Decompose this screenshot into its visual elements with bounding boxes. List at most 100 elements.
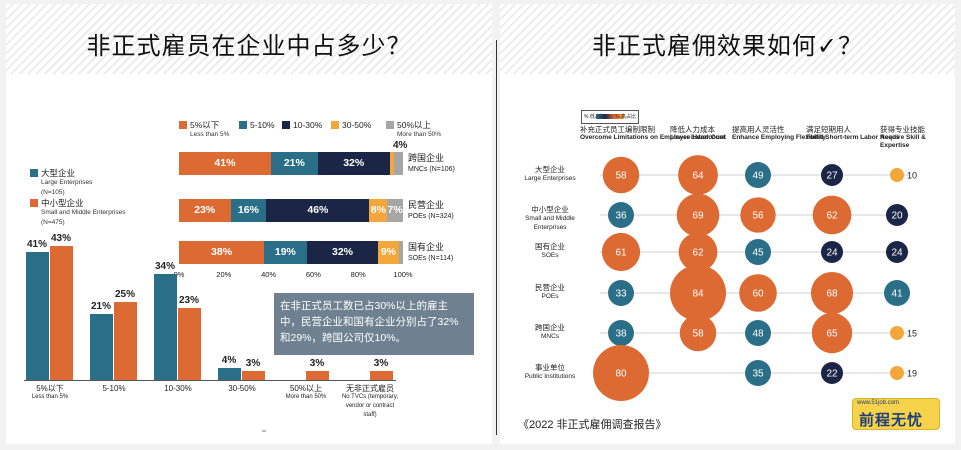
column-header: 提高用人灵活性 Enhance Employing Flexibility (732, 125, 826, 142)
row-header: 事业单位 Public Institutions (510, 363, 590, 381)
bubble (810, 271, 854, 315)
grouped-bar-category: 5-10% (84, 384, 144, 393)
row-header-en: Small and Middle Enterprises (525, 215, 575, 231)
bubble-value: 60 (752, 289, 764, 300)
panel-divider (496, 40, 497, 435)
column-header-en: Enhance Employing Flexibility (732, 134, 826, 141)
legend-sample: (N=105) (41, 189, 65, 196)
stacked-bar-segment: 9% (378, 241, 399, 264)
category-en: No TVCs (temporary, vendor or contract s… (341, 394, 399, 418)
bubble-value: 24 (826, 248, 838, 259)
bubble-value: 27 (826, 171, 838, 182)
bubble (821, 362, 843, 384)
bubble (608, 320, 634, 346)
bubble-value: 58 (692, 329, 704, 340)
bubble (678, 155, 718, 195)
stacked-bar-segment: 19% (264, 241, 307, 264)
row-header-en: MNCs (540, 333, 560, 340)
left-title: 非正式雇员在企业中占多少？ (86, 33, 412, 60)
x-tick-label: 100% (393, 270, 413, 279)
row-header-en: POEs (541, 293, 559, 300)
grouped-bar-category: 50%以上 More than 50% (276, 384, 336, 402)
bubble-value: 61 (615, 248, 627, 259)
bubble-value: 33 (615, 289, 627, 300)
grouped-bar-category: 10-30% (148, 384, 208, 393)
grouped-bar-value: 43% (50, 232, 71, 244)
bubble (890, 326, 904, 340)
bubble (679, 314, 717, 352)
legend-swatch (331, 121, 339, 129)
source-caption: 《2022 非正式雇佣调查报告》 (518, 419, 667, 431)
bubble (745, 162, 771, 188)
row-header-cn: 国有企业 (535, 242, 565, 251)
row-header-en: Large Enterprises (524, 175, 576, 182)
category-en: SOEs (N=114) (408, 255, 454, 262)
legend-item-0: 5%以下 Less than 5% (179, 120, 229, 140)
legend-swatch (30, 169, 38, 177)
stacked-bar-segment: 8% (369, 199, 388, 222)
category-cn: 无非正式雇员 (346, 384, 394, 393)
bubble-legend-low: % 低占比 (584, 114, 605, 120)
legend-sublabel: Small and Middle Enterprises (41, 209, 126, 216)
grouped-bar (50, 245, 73, 380)
bubble-value: 58 (615, 171, 627, 182)
legend-item-group-0: 大型企业 Large Enterprises (N=105) (30, 168, 92, 198)
stacked-bar-segment: 32% (317, 152, 390, 175)
bubble (601, 232, 641, 272)
row-header: 大型企业 Large Enterprises (510, 165, 590, 183)
column-header-cn: 获得专业技能 (880, 125, 925, 134)
stacked-bar-category: 跨国企业 MNCs (N=106) (408, 153, 455, 175)
category-cn: 5-10% (102, 384, 126, 393)
stacked-bar-segment: 38% (179, 241, 265, 264)
category-cn: 跨国企业 (408, 153, 445, 163)
bubble-value: 24 (891, 248, 903, 259)
bubble (676, 193, 720, 237)
bubble (812, 195, 852, 235)
category-cn: 国有企业 (408, 242, 445, 252)
category-cn: 50%以上 (289, 384, 322, 393)
row-header: 跨国企业 MNCs (510, 323, 590, 341)
bubble (821, 241, 843, 263)
bubble (593, 345, 649, 401)
title-band (6, 4, 492, 74)
stacked-bar-segment: 16% (230, 199, 267, 222)
bubble-legend-high: % 高占比 (615, 114, 636, 120)
grouped-bar (306, 370, 329, 380)
bubble (678, 232, 718, 272)
column-header: 满足短期用人 Fulfill Short-term Labor Needs (806, 125, 900, 142)
stacked-bar-segment: 23% (179, 199, 231, 222)
grouped-bar-value: 3% (245, 357, 261, 369)
legend-sublabel: Large Enterprises (41, 179, 93, 186)
legend-sublabel: More than 50% (397, 131, 442, 138)
category-en: More than 50% (285, 394, 327, 400)
bubble (670, 265, 726, 321)
grouped-bar (218, 367, 241, 380)
legend-label: 50%以上 (397, 120, 432, 130)
x-tick-label: 40% (261, 270, 277, 279)
legend-item-1: 5-10% (239, 120, 275, 130)
column-header-en: Overcome Limitations on Employee Headcou… (580, 134, 726, 141)
right-title: 非正式雇佣效果如何✓？ (591, 33, 864, 60)
row-header-cn: 大型企业 (535, 165, 565, 174)
stacked-bar-segment: 21% (270, 152, 318, 175)
bubble-value: 19 (907, 369, 917, 379)
bubble-value: 56 (752, 211, 764, 222)
bubble-value: 84 (692, 289, 704, 300)
x-tick-label: 60% (305, 270, 321, 279)
grouped-bar-value: 4% (221, 354, 237, 366)
category-cn: 民营企业 (408, 200, 445, 210)
bubble-legend-gradient (596, 114, 624, 119)
row-header: 中小型企业 Small and Middle Enterprises (510, 205, 590, 232)
bubble-value: 65 (826, 329, 838, 340)
grouped-bar-value: 3% (373, 357, 389, 369)
row-header-cn: 中小型企业 (531, 205, 569, 214)
legend-label: 5%以下 (190, 120, 220, 130)
grouped-bar-category: 无非正式雇员 No TVCs (temporary, vendor or cont… (340, 384, 400, 420)
row-header-en: Public Institutions (524, 373, 576, 380)
grouped-bar (178, 308, 201, 380)
bubble (739, 274, 777, 312)
legend-item-2: 10-30% (282, 120, 322, 130)
bubble-value: 48 (752, 329, 764, 340)
dot-mark (262, 430, 266, 432)
grouped-bar-category: 30-50% (212, 384, 272, 393)
